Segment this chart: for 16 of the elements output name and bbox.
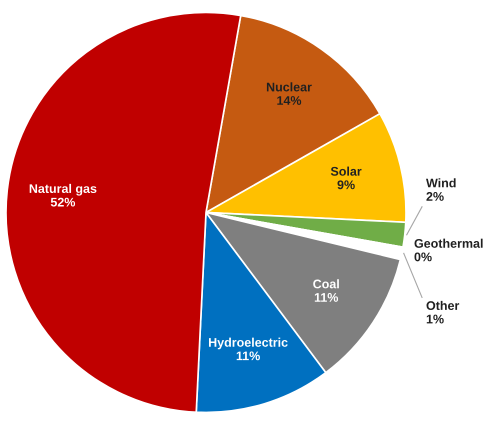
data-label: 11% <box>236 351 260 360</box>
data-label: 11% <box>314 293 338 302</box>
data-label: 14% <box>277 96 302 105</box>
data-label: 2% <box>426 192 444 201</box>
data-label: 52% <box>50 198 76 207</box>
slice-label: Natural gas <box>30 184 96 196</box>
slice-label: Solar <box>330 166 362 176</box>
text: 0% <box>414 252 432 262</box>
category-label: Geothermal <box>414 238 483 248</box>
data-label: 9% <box>337 180 355 190</box>
slice-label: Hydroelectric <box>208 338 288 350</box>
slice-label: Other <box>426 300 460 310</box>
slice-label: Nuclear <box>266 82 312 92</box>
slice-label: Coal <box>313 279 339 288</box>
slice-label: Wind <box>426 178 456 188</box>
data-label: 1% <box>426 314 444 324</box>
